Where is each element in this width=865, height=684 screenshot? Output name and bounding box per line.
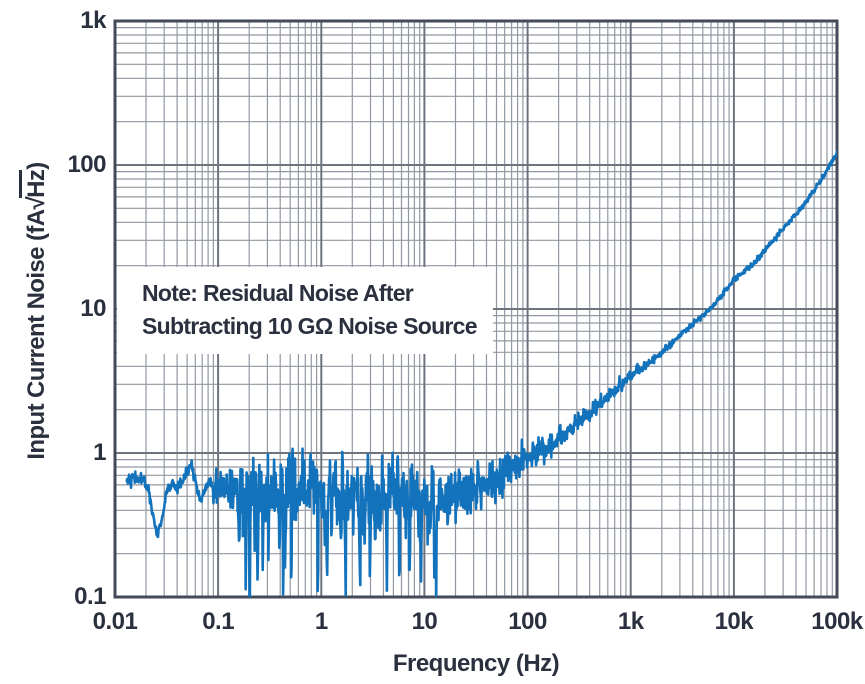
x-tick-label: 100k — [811, 608, 863, 635]
y-tick-label: 1 — [93, 439, 106, 466]
x-tick-label: 10k — [714, 608, 754, 635]
chart-note: Note: Residual Noise After Subtracting 1… — [117, 267, 493, 354]
noise-curve — [125, 149, 837, 597]
x-tick-label: 100 — [508, 608, 547, 635]
sqrt-radical-glyph: √ — [23, 196, 50, 210]
x-tick-label: 1k — [617, 608, 644, 635]
y-tick-label: 10 — [80, 295, 106, 322]
y-tick-label: 0.1 — [74, 583, 106, 610]
y-axis-title-text: Input Current Noise (fA — [23, 209, 50, 460]
note-line-1: Note: Residual Noise After — [142, 280, 414, 306]
y-tick-label: 100 — [67, 151, 106, 178]
plot-border — [113, 19, 839, 599]
x-tick-label: 10 — [411, 608, 438, 635]
x-tick-label: 1 — [314, 608, 328, 635]
x-axis-title: Frequency (Hz) — [392, 650, 560, 677]
x-tick-label: 0.01 — [92, 608, 138, 635]
y-tick-label: 1k — [80, 7, 106, 34]
note-line-2: Subtracting 10 GΩ Noise Source — [142, 313, 478, 339]
x-tick-label: 0.1 — [202, 608, 235, 635]
